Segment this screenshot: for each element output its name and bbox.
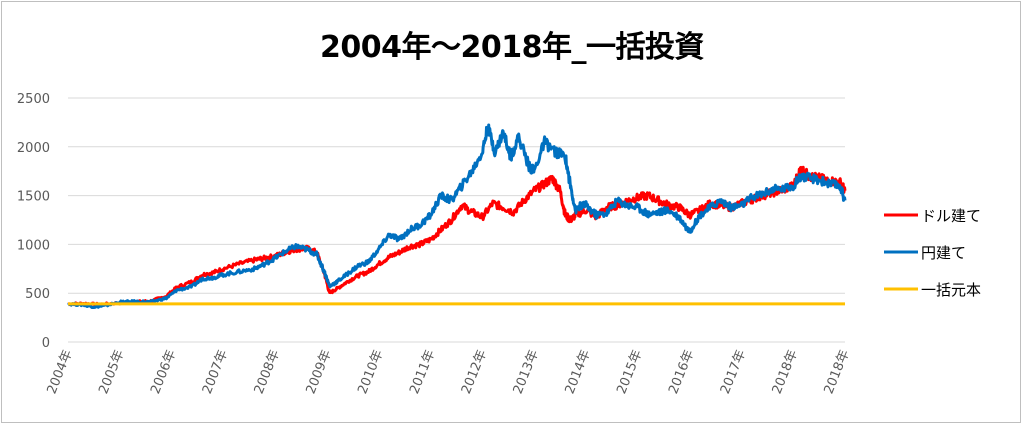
legend-label: 一括元本 [921, 281, 981, 299]
x-tick-label: 2013年 [511, 348, 542, 396]
x-tick-label: 2018年 [770, 348, 801, 396]
x-tick-label: 2017年 [718, 348, 749, 396]
y-tick-label: 2000 [17, 141, 50, 156]
x-tick-label: 2016年 [666, 348, 697, 396]
chart-title: 2004年～2018年_一括投資 [320, 30, 705, 65]
y-tick-label: 1500 [17, 190, 50, 205]
y-tick-label: 1000 [17, 238, 50, 253]
x-tick-label: 2005年 [96, 348, 127, 396]
x-tick-label: 2018年 [822, 348, 853, 396]
series-lines [67, 123, 847, 309]
legend-label: ドル建て [921, 207, 981, 225]
gridlines [68, 97, 845, 343]
x-tick-label: 2007年 [200, 348, 231, 396]
x-tick-label: 2006年 [148, 348, 179, 396]
y-axis-ticks: 0 500 1000 1500 2000 2500 [17, 92, 50, 351]
x-tick-label: 2010年 [355, 348, 386, 396]
x-tick-label: 2008年 [252, 348, 283, 396]
x-tick-label: 2014年 [563, 348, 594, 396]
x-tick-label: 2012年 [459, 348, 490, 396]
y-tick-label: 500 [25, 287, 50, 302]
y-tick-label: 2500 [17, 92, 50, 107]
series-line-0 [67, 165, 847, 307]
x-tick-label: 2011年 [407, 348, 438, 396]
x-axis-ticks: 2004年 2005年 2006年 2007年 2008年 2009年 2010年 2011年… [45, 348, 853, 396]
legend-label: 円建て [921, 244, 966, 262]
x-tick-label: 2009年 [304, 348, 335, 396]
series-line-1 [67, 123, 847, 309]
y-tick-label: 0 [42, 336, 50, 351]
x-tick-label: 2004年 [45, 348, 76, 396]
x-tick-label: 2015年 [614, 348, 645, 396]
